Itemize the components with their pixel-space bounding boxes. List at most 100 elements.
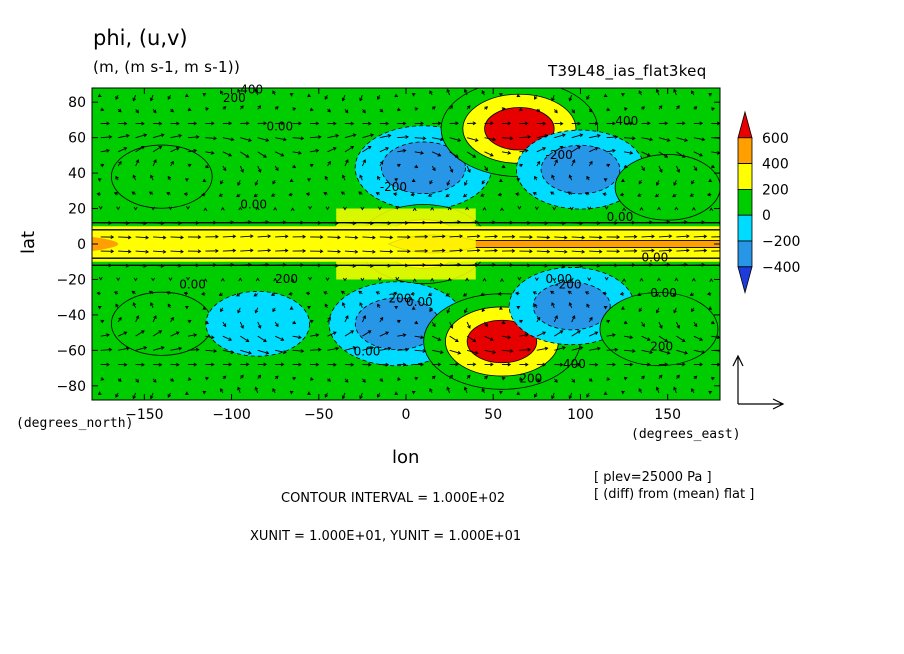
wind-vector bbox=[641, 151, 651, 157]
wind-vector bbox=[449, 349, 462, 355]
wind-vector bbox=[624, 136, 636, 141]
wind-vector bbox=[446, 307, 451, 314]
wind-vector bbox=[135, 108, 140, 114]
wind-vector bbox=[100, 333, 111, 338]
wind-vector bbox=[151, 206, 155, 211]
wind-vector bbox=[693, 106, 698, 110]
wind-vector bbox=[187, 377, 192, 381]
wind-vector bbox=[589, 235, 603, 240]
colorbar-cell bbox=[737, 266, 753, 295]
wind-vector bbox=[184, 306, 189, 310]
wind-vector bbox=[571, 378, 576, 383]
wind-vector bbox=[362, 121, 372, 126]
wind-vector bbox=[658, 321, 663, 329]
wind-vector bbox=[519, 362, 529, 367]
wind-vector bbox=[446, 179, 451, 186]
wind-vector bbox=[658, 362, 669, 367]
wind-vector bbox=[118, 362, 128, 367]
wind-vector bbox=[203, 278, 208, 282]
wind-vector bbox=[658, 335, 669, 343]
wind-vector bbox=[257, 374, 262, 380]
wind-vector bbox=[706, 291, 712, 296]
wind-vector bbox=[501, 234, 516, 239]
wind-vector bbox=[673, 179, 677, 186]
wind-vector bbox=[135, 315, 140, 323]
wind-vector bbox=[554, 346, 566, 351]
wind-vector bbox=[362, 235, 376, 240]
wind-vector bbox=[536, 133, 549, 139]
wind-vector bbox=[324, 94, 329, 100]
wind-vector bbox=[272, 388, 276, 394]
wind-vector bbox=[414, 335, 425, 340]
y-tick-label: 60 bbox=[68, 131, 86, 147]
wind-vector bbox=[449, 121, 459, 126]
wind-vector bbox=[327, 160, 331, 167]
wind-vector bbox=[674, 277, 679, 282]
wind-vector bbox=[343, 206, 347, 211]
wind-vector bbox=[711, 320, 715, 325]
wind-vector bbox=[675, 321, 680, 329]
wind-vector bbox=[220, 388, 224, 394]
wind-vector bbox=[673, 88, 677, 96]
wind-vector bbox=[641, 121, 651, 126]
wind-vector bbox=[344, 221, 357, 226]
wind-vector bbox=[359, 174, 363, 181]
wind-vector bbox=[708, 306, 713, 310]
wind-vector bbox=[152, 346, 165, 351]
wind-vector bbox=[375, 291, 381, 295]
y-unit-label: (degrees_north) bbox=[16, 416, 134, 431]
wind-vector bbox=[465, 206, 469, 211]
wind-vector bbox=[289, 306, 294, 310]
wind-vector bbox=[397, 220, 409, 225]
phi-feature bbox=[110, 291, 213, 356]
wind-vector bbox=[205, 349, 218, 353]
wind-vector bbox=[536, 316, 541, 323]
wind-vector bbox=[167, 175, 172, 181]
phi-contour bbox=[381, 141, 466, 195]
wind-vector bbox=[184, 391, 189, 395]
wind-vector bbox=[466, 374, 471, 380]
wind-vector bbox=[606, 263, 618, 268]
wind-vector bbox=[98, 206, 103, 210]
wind-vector bbox=[148, 191, 154, 195]
wind-vector bbox=[257, 262, 270, 267]
wind-vector bbox=[467, 220, 479, 225]
wind-vector bbox=[571, 133, 584, 139]
wind-vector bbox=[519, 235, 533, 240]
wind-vector bbox=[449, 220, 461, 225]
wind-vector bbox=[222, 321, 227, 328]
wind-vector bbox=[484, 349, 497, 355]
phi-feature bbox=[614, 154, 720, 221]
wind-vector bbox=[309, 107, 314, 112]
wind-vector bbox=[467, 121, 477, 126]
wind-vector bbox=[238, 206, 243, 211]
wind-vector bbox=[446, 386, 451, 394]
wind-vector bbox=[449, 105, 454, 110]
wind-vector bbox=[497, 291, 503, 296]
wind-vector bbox=[170, 263, 182, 268]
wind-vector bbox=[152, 133, 165, 139]
wind-vector bbox=[327, 263, 339, 268]
wind-vector bbox=[100, 121, 111, 126]
wind-vector bbox=[431, 321, 436, 328]
wind-vector bbox=[115, 392, 119, 398]
wind-vector bbox=[691, 307, 695, 313]
wind-vector bbox=[571, 315, 576, 323]
wind-vector bbox=[638, 388, 643, 394]
wind-vector bbox=[689, 292, 695, 297]
wind-vector bbox=[624, 263, 636, 268]
colorbar-label: 200 bbox=[762, 182, 789, 198]
wind-vector bbox=[584, 291, 590, 295]
wind-vector bbox=[501, 248, 516, 253]
wind-vector bbox=[135, 263, 147, 268]
wind-vector bbox=[202, 178, 207, 182]
wind-vector bbox=[275, 220, 287, 225]
wind-vector bbox=[708, 178, 713, 182]
wind-vector bbox=[257, 362, 268, 367]
wind-vector bbox=[170, 221, 182, 226]
wind-vector bbox=[292, 136, 305, 141]
wind-vector bbox=[430, 277, 435, 282]
wind-vector bbox=[118, 249, 132, 254]
wind-vector bbox=[621, 93, 625, 97]
wind-vector bbox=[554, 133, 566, 139]
